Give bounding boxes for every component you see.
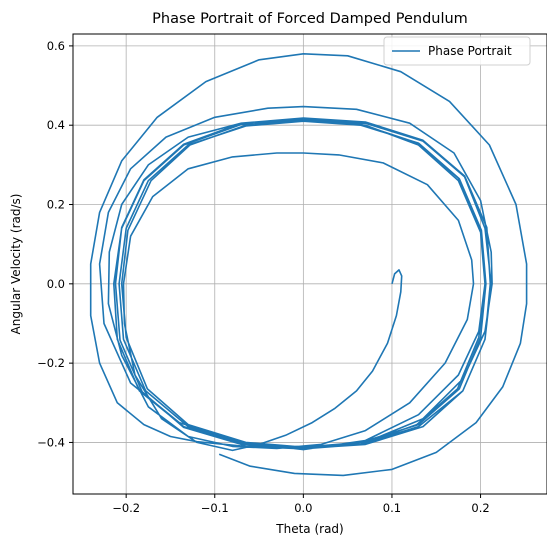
x-tick-label: 0.1 [383,501,401,515]
y-tick-label: −0.2 [37,356,65,370]
axes-frame [72,33,547,495]
legend-frame [383,36,531,66]
y-tick-label: 0.6 [47,39,65,53]
legend: Phase Portrait [383,36,531,66]
y-tick-label: 0.4 [47,118,65,132]
axes: −0.2 −0.1 0.0 0.1 0.2 −0.4 −0.2 0.0 0.2 0.4 0.6 [37,33,547,515]
chart-title: Phase Portrait of Forced Damped Pendulum [152,11,468,27]
y-tick-label: −0.4 [37,435,65,449]
y-tick-label: 0.2 [47,198,65,212]
x-axis-label: Theta (rad) [275,522,343,536]
x-tick-label: 0.0 [294,501,312,515]
plot-area [89,53,528,477]
x-tick-label: −0.1 [201,501,229,515]
x-tick-label: −0.2 [112,501,140,515]
x-tick-label: 0.2 [471,501,489,515]
y-tick-label: 0.0 [47,277,65,291]
y-axis-label: Angular Velocity (rad/s) [9,194,23,335]
legend-label: Phase Portrait [428,44,512,58]
series-line-phase-portrait [89,53,528,477]
grid-lines [73,34,547,494]
